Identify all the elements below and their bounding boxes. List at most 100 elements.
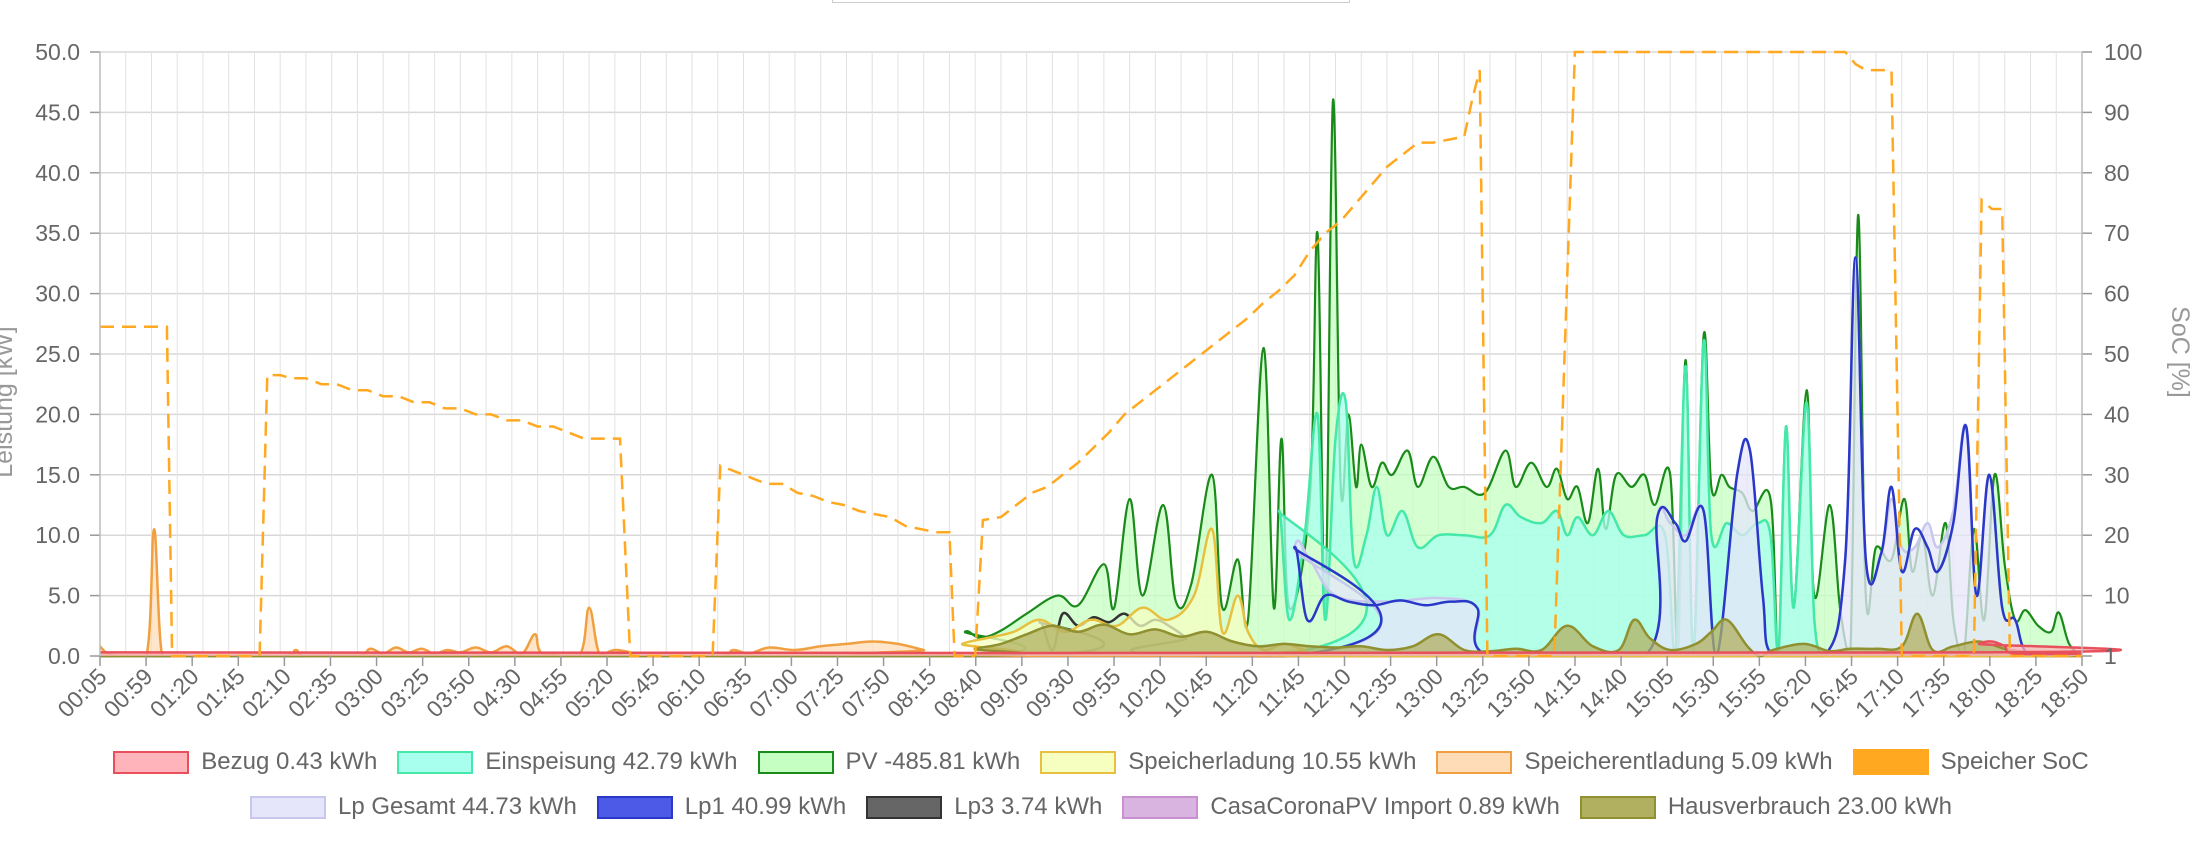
legend-swatch (1852, 749, 1929, 775)
y-left-tick-label: 50.0 (35, 39, 80, 65)
x-tick-label: 01:45 (191, 663, 250, 722)
legend-swatch (596, 795, 673, 819)
legend-item-soc[interactable]: Speicher SoC (1852, 748, 2089, 776)
x-tick-label: 07:25 (790, 663, 849, 722)
legend-item-lp1[interactable]: Lp1 40.99 kWh (596, 793, 847, 821)
x-tick-label: 04:55 (513, 663, 572, 722)
legend-swatch (1122, 795, 1199, 819)
x-tick-label: 13:50 (1481, 663, 1540, 722)
y-left-tick-label: 25.0 (35, 341, 80, 367)
legend-label: Speicherladung 10.55 kWh (1128, 748, 1417, 775)
x-tick-label: 01:20 (145, 663, 204, 722)
legend-label: Bezug 0.43 kWh (201, 748, 378, 775)
y-right-tick-label: 60 (2104, 281, 2130, 307)
legend-item-pv[interactable]: PV -485.81 kWh (757, 748, 1020, 776)
legend-label: Lp3 3.74 kWh (954, 793, 1103, 820)
y-right-tick-label: 20 (2104, 522, 2130, 548)
x-tick-label: 02:10 (237, 663, 296, 722)
y-right-tick-label: 40 (2104, 401, 2130, 427)
legend-label: CasaCoronaPV Import 0.89 kWh (1210, 793, 1560, 820)
series-einspeisung-area (100, 340, 1851, 656)
legend-swatch (113, 750, 190, 774)
x-tick-label: 11:45 (1252, 663, 1310, 721)
y-left-tick-label: 35.0 (35, 220, 80, 246)
x-tick-label: 15:30 (1666, 663, 1725, 722)
legend-item-lpgesamt[interactable]: Lp Gesamt 44.73 kWh (250, 793, 577, 821)
legend-label: Einspeisung 42.79 kWh (485, 748, 738, 775)
x-tick-label: 15:05 (1620, 663, 1679, 722)
x-tick-label: 07:00 (744, 663, 803, 722)
series-lpgesamt-area (100, 257, 2082, 656)
y-left-tick-label: 40.0 (35, 160, 80, 186)
x-tick-label: 09:55 (1066, 663, 1125, 722)
legend-row-1: Bezug 0.43 kWh Einspeisung 42.79 kWh PV -4… (0, 748, 2202, 776)
x-tick-label: 06:10 (652, 663, 711, 722)
legend-item-casacorona[interactable]: CasaCoronaPV Import 0.89 kWh (1122, 793, 1560, 821)
x-tick-label: 18:50 (2034, 663, 2093, 722)
legend-swatch (757, 750, 834, 774)
x-tick-label: 14:15 (1527, 663, 1586, 722)
x-tick-label: 08:40 (928, 663, 987, 722)
x-tick-label: 03:00 (329, 663, 388, 722)
x-tick-label: 12:35 (1343, 663, 1402, 722)
legend-swatch (866, 795, 943, 819)
y-right-tick-label: 1 (2104, 643, 2117, 669)
x-tick-label: 05:45 (606, 663, 665, 722)
x-tick-label: 03:25 (375, 663, 434, 722)
x-tick-label: 07:50 (836, 663, 895, 722)
y-right-tick-label: 50 (2104, 341, 2130, 367)
x-tick-label: 17:35 (1896, 663, 1955, 722)
top-frame-remnant (832, 0, 1350, 3)
legend-item-lp3[interactable]: Lp3 3.74 kWh (866, 793, 1102, 821)
legend-row-2: Lp Gesamt 44.73 kWh Lp1 40.99 kWh Lp3 3.74… (0, 793, 2202, 821)
x-tick-label: 09:30 (1020, 663, 1079, 722)
legend-label: Speicherentladung 5.09 kWh (1524, 748, 1833, 775)
y-right-tick-label: 30 (2104, 462, 2130, 488)
x-tick-label: 04:30 (467, 663, 526, 722)
legend-item-bezug[interactable]: Bezug 0.43 kWh (113, 748, 377, 776)
legend-swatch (1436, 750, 1513, 774)
legend-swatch (397, 750, 474, 774)
y-right-tick-label: 10 (2104, 583, 2130, 609)
y-left-tick-label: 20.0 (35, 401, 80, 427)
legend-item-einspeisung[interactable]: Einspeisung 42.79 kWh (397, 748, 738, 776)
series-haus-area (100, 613, 2082, 656)
x-tick-label: 13:25 (1435, 663, 1494, 722)
x-tick-label: 08:15 (882, 663, 941, 722)
y-right-tick-label: 90 (2104, 99, 2130, 125)
x-tick-label: 05:20 (559, 663, 618, 722)
series-bezug-line (99, 640, 2123, 656)
x-tick-label: 13:00 (1389, 663, 1448, 722)
x-tick-label: 18:00 (1942, 663, 2001, 722)
series-lp1-line (100, 256, 2082, 658)
x-tick-label: 17:10 (1850, 663, 1909, 722)
x-tick-label: 10:45 (1159, 663, 1218, 722)
y-left-tick-label: 10.0 (35, 522, 80, 548)
chart-series (99, 50, 2123, 658)
legend-swatch (250, 795, 327, 819)
y-right-axis-title: SoC [%] (2166, 306, 2194, 398)
legend-label: Lp1 40.99 kWh (684, 793, 847, 820)
x-tick-label: 14:40 (1574, 663, 1633, 722)
series-soc-line (100, 50, 2082, 658)
x-tick-label: 16:20 (1758, 663, 1817, 722)
x-tick-label: 03:50 (421, 663, 480, 722)
legend-label: Speicher SoC (1940, 748, 2089, 775)
y-right-tick-label: 100 (2104, 39, 2142, 65)
x-tick-label: 02:35 (283, 663, 342, 722)
y-left-axis-title: Leistung [kW] (0, 326, 18, 477)
x-tick-label: 00:59 (99, 663, 158, 722)
x-tick-label: 10:20 (1113, 663, 1172, 722)
x-tick-label: 16:45 (1804, 663, 1863, 722)
legend-swatch (1579, 795, 1656, 819)
x-tick-label: 06:35 (698, 663, 757, 722)
legend-item-speicherladung[interactable]: Speicherladung 10.55 kWh (1040, 748, 1416, 776)
y-right-tick-label: 70 (2104, 220, 2130, 246)
x-tick-label: 12:10 (1297, 663, 1356, 722)
legend-label: Lp Gesamt 44.73 kWh (338, 793, 577, 820)
y-left-tick-label: 0.0 (48, 643, 80, 669)
x-tick-label: 11:20 (1206, 663, 1264, 721)
legend-item-haus[interactable]: Hausverbrauch 23.00 kWh (1579, 793, 1952, 821)
legend-item-speicherentladung[interactable]: Speicherentladung 5.09 kWh (1436, 748, 1833, 776)
